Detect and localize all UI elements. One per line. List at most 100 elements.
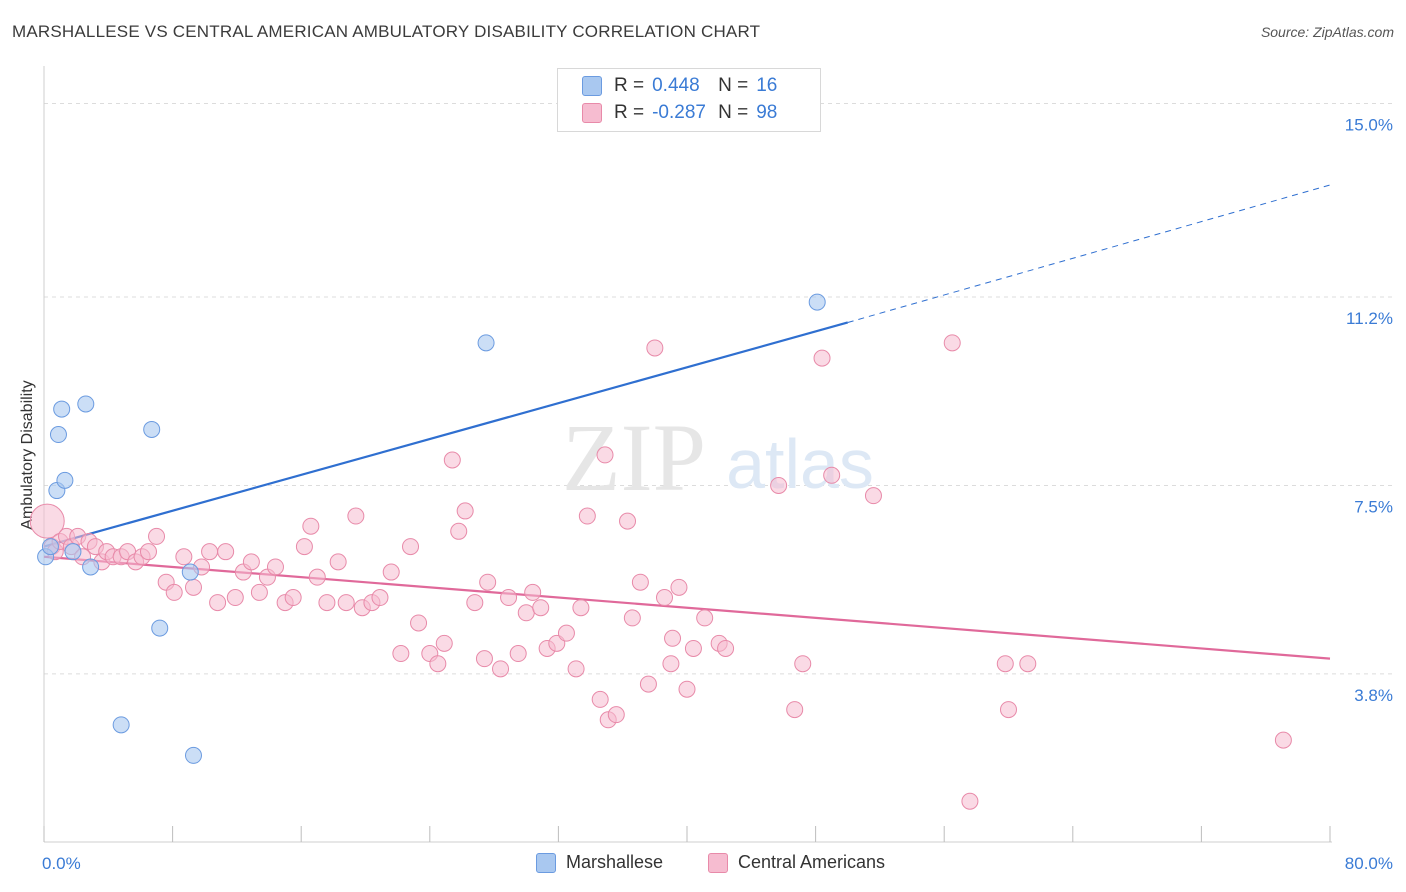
point-central-americans: [943, 334, 961, 352]
point-central-americans: [266, 558, 284, 576]
point-central-americans: [961, 792, 979, 810]
point-central-americans: [475, 650, 493, 668]
point-central-americans: [337, 594, 355, 612]
legend-n-value: 16: [756, 75, 778, 96]
legend: R = 0.448 N = 16 R = -0.287 N = 98: [557, 68, 821, 132]
point-central-americans: [532, 599, 550, 617]
legend-r-label: R =: [614, 75, 645, 96]
x-tick-label: 0.0%: [42, 854, 81, 873]
legend-n-label: N =: [718, 102, 749, 123]
point-central-americans: [631, 573, 649, 591]
point-central-americans: [557, 624, 575, 642]
point-marshallese: [41, 538, 59, 556]
y-tick-label: 15.0%: [1345, 115, 1393, 134]
point-central-americans: [392, 645, 410, 663]
trend-line-marshallese: [43, 321, 849, 548]
point-central-americans: [678, 680, 696, 698]
axes: [43, 66, 1332, 843]
point-marshallese: [82, 558, 100, 576]
point-central-americans: [664, 629, 682, 647]
trend-line-central-americans: [43, 555, 1331, 660]
point-central-americans: [371, 589, 389, 607]
point-central-americans: [435, 634, 453, 652]
point-marshallese: [477, 334, 495, 352]
point-central-americans: [456, 502, 474, 520]
point-central-americans: [770, 476, 788, 494]
point-central-americans: [284, 589, 302, 607]
point-central-americans: [696, 609, 714, 627]
grid-lines: [44, 102, 1394, 675]
point-central-americans: [662, 655, 680, 673]
point-central-americans: [29, 503, 65, 539]
point-marshallese: [151, 619, 169, 637]
legend-row-marshallese: R = 0.448 N = 16: [582, 74, 777, 98]
point-central-americans: [717, 639, 735, 657]
point-central-americans: [591, 690, 609, 708]
point-central-americans: [517, 604, 535, 622]
point-central-americans: [308, 568, 326, 586]
trend-lines: [43, 184, 1331, 660]
point-central-americans: [607, 706, 625, 724]
point-central-americans: [429, 655, 447, 673]
point-central-americans: [410, 614, 428, 632]
point-central-americans: [479, 573, 497, 591]
point-central-americans: [786, 701, 804, 719]
point-central-americans: [572, 599, 590, 617]
y-tick-label: 11.2%: [1346, 309, 1393, 328]
point-central-americans: [492, 660, 510, 678]
point-central-americans: [1000, 701, 1017, 719]
point-central-americans: [864, 487, 882, 505]
point-central-americans: [318, 594, 336, 612]
point-central-americans: [639, 675, 657, 693]
legend-r-value: 0.448: [652, 75, 700, 96]
legend-r-value: -0.287: [652, 102, 706, 123]
y-tick-label: 3.8%: [1354, 686, 1393, 705]
legend-swatch-marshallese: [582, 76, 602, 96]
point-central-americans: [823, 466, 841, 484]
point-marshallese: [143, 420, 161, 438]
watermark-atlas: atlas: [726, 425, 874, 503]
point-central-americans: [500, 589, 518, 607]
point-central-americans: [567, 660, 585, 678]
point-central-americans: [578, 507, 596, 525]
point-central-americans: [382, 563, 400, 581]
point-central-americans: [794, 655, 812, 673]
bottom-legend-marshallese: Marshallese: [536, 852, 663, 873]
source-label: Source: ZipAtlas.com: [1260, 24, 1394, 40]
point-central-americans: [1274, 731, 1292, 749]
point-central-americans: [1019, 655, 1037, 673]
bottom-legend-central-americans: Central Americans: [708, 852, 885, 873]
point-marshallese: [112, 716, 130, 734]
legend-n-value: 98: [756, 102, 778, 123]
point-central-americans: [242, 553, 260, 571]
point-central-americans: [209, 594, 227, 612]
point-central-americans: [670, 578, 688, 596]
data-points: [29, 293, 1292, 810]
legend-swatch-central-americans: [582, 103, 602, 123]
legend-r-label: R =: [614, 102, 645, 123]
point-central-americans: [295, 538, 313, 556]
point-central-americans: [655, 589, 673, 607]
legend-row-central-americans: R = -0.287 N = 98: [582, 101, 777, 125]
watermark: ZIP atlas: [562, 404, 874, 511]
point-central-americans: [165, 583, 183, 601]
tick-labels: 15.0% 11.2% 7.5% 3.8% 0.0% 80.0%: [42, 115, 1393, 873]
point-central-americans: [619, 512, 637, 530]
point-central-americans: [347, 507, 365, 525]
point-central-americans: [226, 589, 244, 607]
point-central-americans: [329, 553, 347, 571]
point-central-americans: [623, 609, 641, 627]
point-central-americans: [596, 446, 614, 464]
legend-n-label: N =: [718, 75, 749, 96]
bottom-legend-label: Central Americans: [738, 852, 886, 872]
point-marshallese: [53, 400, 71, 418]
point-central-americans: [813, 349, 831, 367]
point-central-americans: [646, 339, 664, 357]
point-marshallese: [184, 746, 202, 764]
point-central-americans: [148, 527, 166, 545]
point-central-americans: [184, 578, 202, 596]
trend-line-marshallese-extension: [847, 184, 1331, 323]
point-central-americans: [302, 517, 320, 535]
point-central-americans: [684, 639, 702, 657]
